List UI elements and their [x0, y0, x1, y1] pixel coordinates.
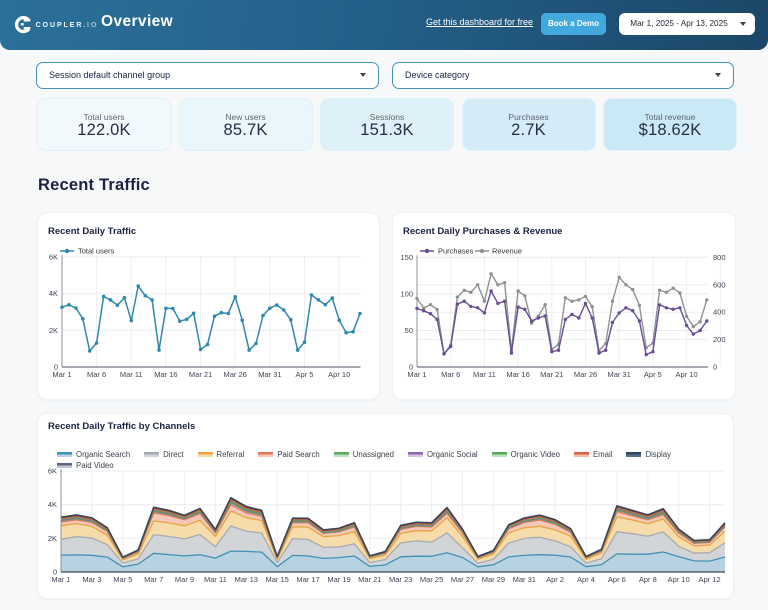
svg-text:Mar 6: Mar 6 — [441, 370, 460, 379]
svg-text:Mar 7: Mar 7 — [144, 575, 163, 584]
svg-text:Mar 5: Mar 5 — [113, 575, 132, 584]
svg-text:Revenue: Revenue — [492, 247, 522, 256]
svg-text:0: 0 — [53, 568, 57, 577]
svg-text:Mar 9: Mar 9 — [175, 575, 194, 584]
svg-text:Mar 29: Mar 29 — [482, 575, 505, 584]
svg-text:Mar 21: Mar 21 — [189, 370, 212, 379]
svg-text:Mar 1: Mar 1 — [51, 575, 70, 584]
svg-text:Mar 21: Mar 21 — [540, 370, 563, 379]
svg-text:600: 600 — [713, 280, 726, 289]
svg-text:0: 0 — [409, 363, 413, 372]
svg-text:Mar 19: Mar 19 — [327, 575, 350, 584]
svg-text:Mar 17: Mar 17 — [296, 575, 319, 584]
svg-text:Mar 13: Mar 13 — [235, 575, 258, 584]
svg-text:Mar 1: Mar 1 — [52, 370, 71, 379]
svg-text:150: 150 — [400, 253, 413, 262]
svg-text:Mar 31: Mar 31 — [513, 575, 536, 584]
svg-text:100: 100 — [400, 289, 413, 298]
svg-text:4K: 4K — [49, 289, 58, 298]
svg-text:Mar 26: Mar 26 — [574, 370, 597, 379]
svg-text:Mar 16: Mar 16 — [506, 370, 529, 379]
svg-text:2K: 2K — [48, 534, 57, 543]
svg-text:400: 400 — [713, 308, 726, 317]
svg-text:Apr 5: Apr 5 — [296, 370, 314, 379]
svg-text:Apr 4: Apr 4 — [577, 575, 595, 584]
svg-text:Mar 1: Mar 1 — [407, 370, 426, 379]
svg-text:Mar 31: Mar 31 — [608, 370, 631, 379]
svg-text:Mar 27: Mar 27 — [451, 575, 474, 584]
svg-text:Apr 2: Apr 2 — [546, 575, 564, 584]
svg-text:Mar 15: Mar 15 — [266, 575, 289, 584]
svg-text:2K: 2K — [49, 326, 58, 335]
svg-text:800: 800 — [713, 253, 726, 262]
svg-text:Mar 31: Mar 31 — [258, 370, 281, 379]
svg-text:Apr 12: Apr 12 — [699, 575, 721, 584]
svg-text:0: 0 — [713, 363, 717, 372]
svg-text:Mar 6: Mar 6 — [87, 370, 106, 379]
svg-text:Apr 6: Apr 6 — [608, 575, 626, 584]
svg-text:Apr 10: Apr 10 — [668, 575, 690, 584]
svg-text:Mar 16: Mar 16 — [154, 370, 177, 379]
svg-text:6K: 6K — [49, 253, 58, 262]
svg-text:0: 0 — [54, 363, 58, 372]
svg-text:4K: 4K — [48, 500, 57, 509]
svg-text:Total users: Total users — [78, 247, 115, 256]
svg-text:Mar 11: Mar 11 — [120, 370, 143, 379]
svg-text:50: 50 — [405, 326, 413, 335]
svg-text:Apr 10: Apr 10 — [676, 370, 698, 379]
svg-text:Mar 26: Mar 26 — [224, 370, 247, 379]
svg-text:Apr 5: Apr 5 — [644, 370, 662, 379]
svg-text:Mar 11: Mar 11 — [473, 370, 496, 379]
svg-text:Mar 11: Mar 11 — [204, 575, 227, 584]
svg-text:Mar 25: Mar 25 — [420, 575, 443, 584]
svg-text:200: 200 — [713, 335, 726, 344]
svg-text:Apr 8: Apr 8 — [639, 575, 657, 584]
svg-text:6K: 6K — [48, 467, 57, 476]
svg-text:Apr 10: Apr 10 — [328, 370, 350, 379]
svg-text:Mar 21: Mar 21 — [358, 575, 381, 584]
svg-text:Mar 3: Mar 3 — [82, 575, 101, 584]
svg-text:Purchases: Purchases — [438, 247, 474, 256]
svg-text:Mar 23: Mar 23 — [389, 575, 412, 584]
